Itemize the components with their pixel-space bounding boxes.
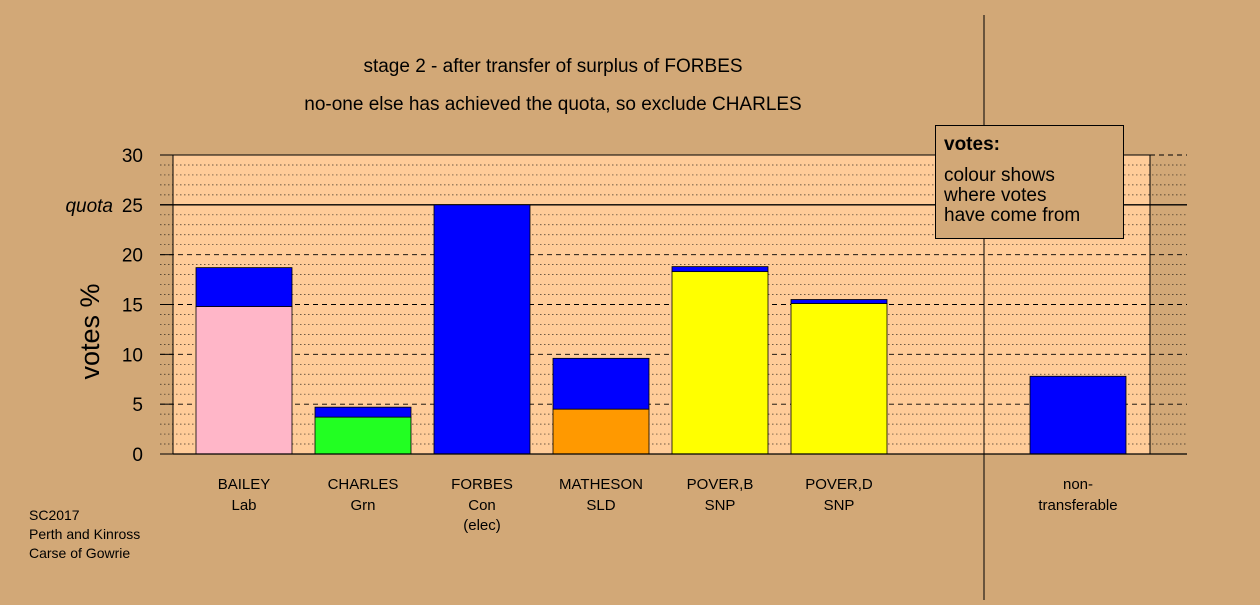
bar-segment-charles-1 (314, 406, 412, 418)
y-tick-label: 15 (122, 296, 143, 317)
footer-info: SC2017 Perth and Kinross Carse of Gowrie (29, 506, 140, 563)
footer-ward: Carse of Gowrie (29, 545, 131, 561)
x-label-note: (elec) (463, 517, 501, 534)
x-label-name: BAILEY (218, 476, 271, 493)
x-label-party: SNP (824, 497, 855, 514)
bar-segment-poverb-1 (671, 266, 769, 273)
x-label-nt-1: non- (1063, 476, 1093, 493)
y-tick-label: 10 (122, 345, 143, 366)
footer-council: Perth and Kinross (29, 526, 141, 542)
legend-line-2: where votes (944, 185, 1047, 206)
x-label-nt-2: transferable (1038, 497, 1117, 514)
bar-segment-poverd-1 (790, 299, 888, 304)
x-label-party: Con (468, 497, 496, 514)
legend-title: votes: (944, 134, 1000, 155)
bar-segment-bailey-1 (195, 267, 293, 307)
bar-segment-poverb-0 (671, 271, 769, 455)
x-label-name: POVER,B (687, 476, 754, 493)
x-label-name: POVER,D (805, 476, 873, 493)
bar-non-transferable (1029, 375, 1127, 455)
quota-label: quota (65, 196, 113, 217)
x-label-name: FORBES (451, 476, 513, 493)
bar-segment-bailey-0 (195, 306, 293, 455)
x-label-party: Lab (231, 497, 256, 514)
y-tick-label: 25 (122, 196, 143, 217)
x-label-party: SNP (705, 497, 736, 514)
bar-segment-matheson-1 (552, 357, 650, 410)
x-label-party: SLD (586, 497, 615, 514)
x-label-name: MATHESON (559, 476, 643, 493)
y-axis-title: votes % (75, 283, 105, 379)
bar-segment-matheson-0 (552, 408, 650, 455)
legend-line-3: have come from (944, 205, 1081, 226)
y-tick-label: 20 (122, 246, 143, 267)
chart-subtitle: no-one else has achieved the quota, so e… (304, 94, 801, 115)
legend-box: votes: colour shows where votes have com… (935, 125, 1124, 239)
bar-segment-forbes-0 (433, 204, 531, 455)
x-label-name: CHARLES (328, 476, 399, 493)
y-tick-label: 30 (122, 146, 143, 167)
bar-segment-charles-0 (314, 416, 412, 455)
legend-line-1: colour shows (944, 165, 1055, 186)
footer-election: SC2017 (29, 507, 80, 523)
bar-segment-poverd-0 (790, 303, 888, 455)
x-label-party: Grn (350, 497, 375, 514)
y-tick-label: 0 (132, 445, 143, 466)
chart-title: stage 2 - after transfer of surplus of F… (363, 56, 742, 77)
y-tick-label: 5 (132, 395, 143, 416)
